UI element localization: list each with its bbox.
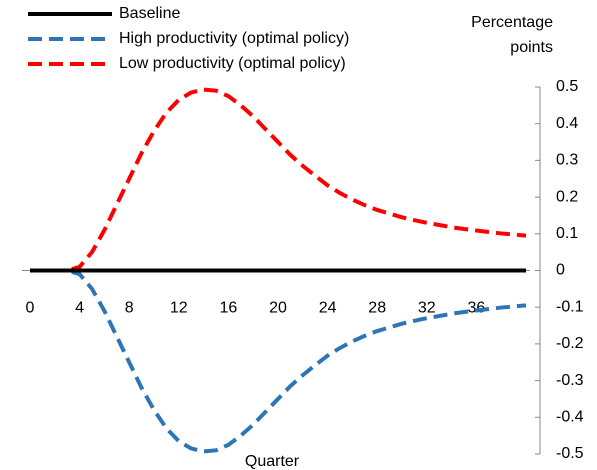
y-tick-label: 0.5 [556, 78, 578, 95]
y-tick-label: -0.3 [556, 372, 584, 389]
y-tick-label: -0.5 [556, 445, 584, 462]
x-tick-label: 28 [368, 300, 386, 317]
x-tick-label: 24 [319, 300, 337, 317]
series-line [30, 87, 527, 273]
x-tick-label: 20 [269, 300, 287, 317]
legend-label: High productivity (optimal policy) [119, 30, 349, 47]
y-tick-label: -0.2 [556, 335, 584, 352]
y-tick-label: 0.2 [556, 188, 578, 205]
series-line [30, 268, 527, 454]
y-tick-label: -0.4 [556, 409, 584, 426]
x-axis-title: Quarter [245, 453, 300, 470]
x-tick-label: 8 [125, 300, 134, 317]
y-tick-label: 0.3 [556, 152, 578, 169]
y-tick-label: 0 [556, 262, 565, 279]
legend-label: Baseline [119, 5, 180, 22]
x-tick-label: 4 [75, 300, 84, 317]
y-axis-title: Percentage points [471, 14, 553, 56]
x-tick-label: 32 [418, 300, 436, 317]
y-tick-label: 0.4 [556, 115, 578, 132]
x-tick-label: 16 [220, 300, 238, 317]
legend-label: Low productivity (optimal policy) [119, 55, 346, 72]
x-tick-label: 0 [26, 300, 35, 317]
x-tick-label: 36 [468, 300, 486, 317]
y-tick-label: 0.1 [556, 225, 578, 242]
x-tick-label: 12 [170, 300, 188, 317]
y-tick-label: -0.1 [556, 298, 584, 315]
